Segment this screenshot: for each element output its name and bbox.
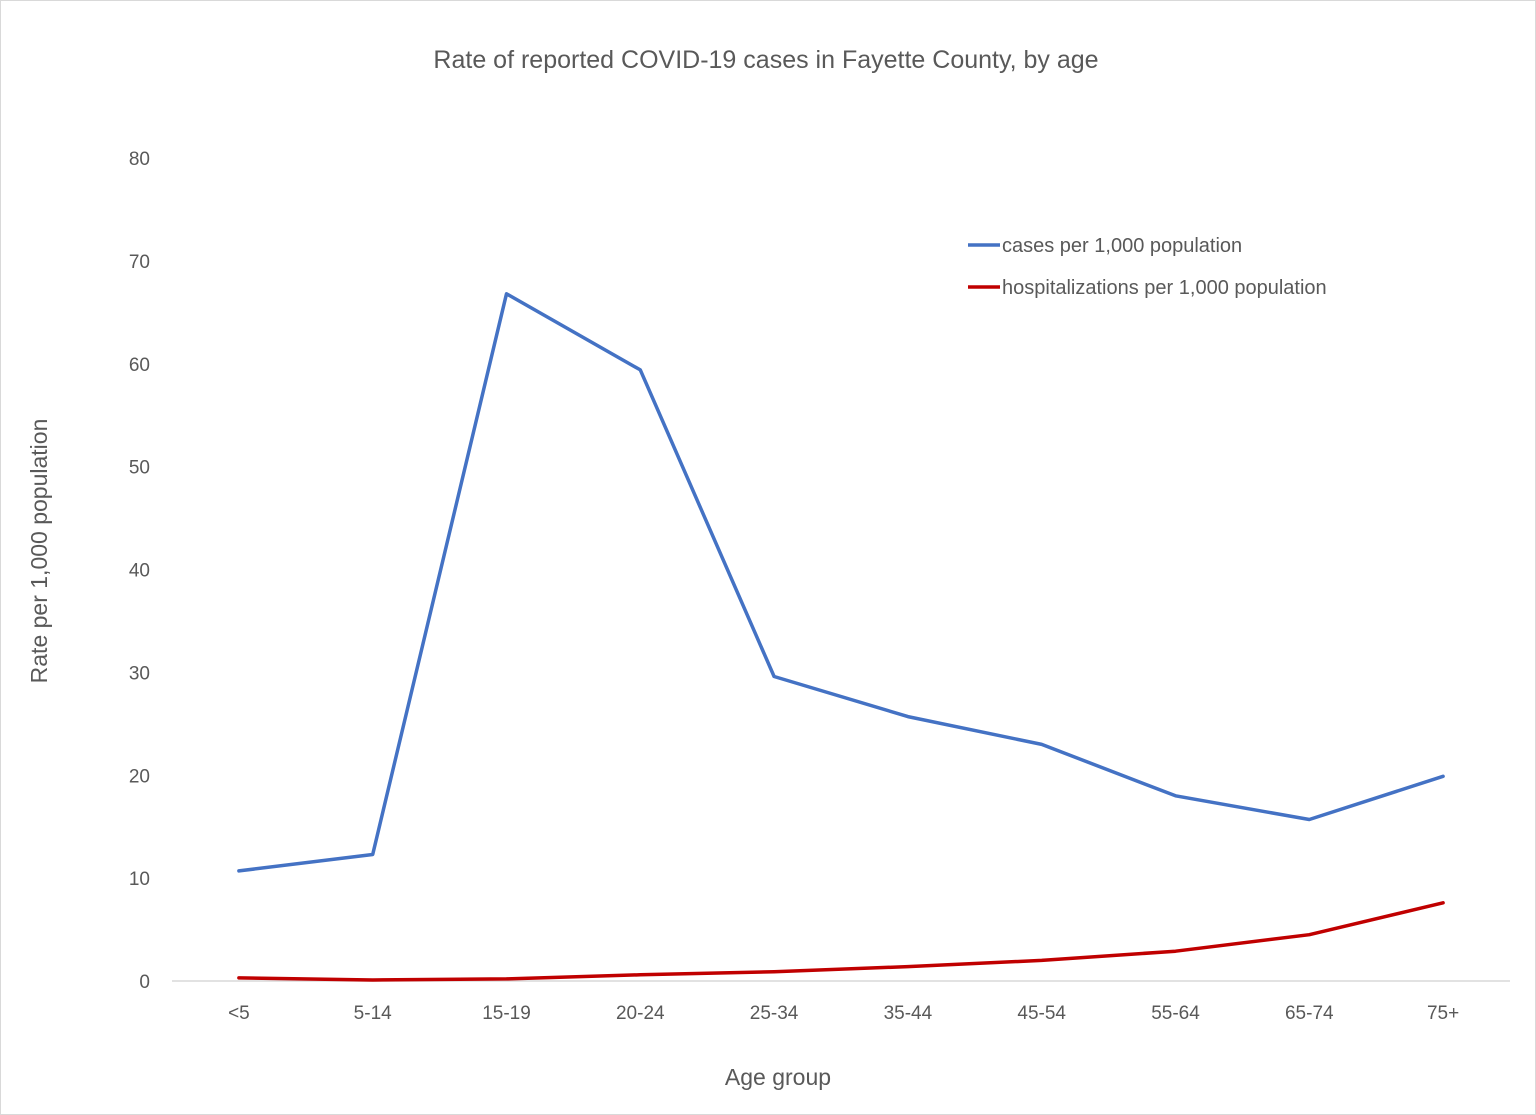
- y-tick-label: 80: [129, 149, 150, 170]
- series-line-0: [237, 292, 1445, 873]
- x-tick-label: 75+: [1427, 1003, 1459, 1024]
- series-line-1: [237, 901, 1445, 982]
- y-tick-label: 0: [139, 972, 150, 993]
- x-tick-label: 55-64: [1151, 1003, 1200, 1024]
- x-tick-label: 65-74: [1285, 1003, 1334, 1024]
- x-axis-ticks: <5 5-14 15-19 20-24 25-34 35-44 45-54 55-64 65-7…: [228, 1003, 1459, 1024]
- x-tick-label: 20-24: [616, 1003, 665, 1024]
- x-axis-title: Age group: [725, 1064, 831, 1090]
- legend-label-0: cases per 1,000 population: [1002, 235, 1242, 257]
- x-tick-label: 45-54: [1017, 1003, 1066, 1024]
- y-tick-label: 50: [129, 458, 150, 479]
- x-tick-label: 25-34: [750, 1003, 799, 1024]
- y-tick-label: 10: [129, 869, 150, 890]
- legend: cases per 1,000 population hospitalizatio…: [968, 235, 1327, 299]
- x-tick-label: 35-44: [884, 1003, 933, 1024]
- y-tick-label: 60: [129, 355, 150, 376]
- legend-label-1: hospitalizations per 1,000 population: [1002, 277, 1327, 299]
- y-axis-title: Rate per 1,000 population: [26, 419, 52, 684]
- y-tick-label: 30: [129, 663, 150, 684]
- x-tick-label: 5-14: [354, 1003, 392, 1024]
- y-tick-label: 20: [129, 766, 150, 787]
- y-axis-ticks: 0 10 20 30 40 50 60 70 80: [129, 149, 150, 993]
- chart-title: Rate of reported COVID-19 cases in Fayet…: [433, 46, 1098, 74]
- y-tick-label: 70: [129, 252, 150, 273]
- y-tick-label: 40: [129, 561, 150, 582]
- x-tick-label: 15-19: [482, 1003, 531, 1024]
- x-tick-label: <5: [228, 1003, 250, 1024]
- series-lines: [237, 292, 1445, 982]
